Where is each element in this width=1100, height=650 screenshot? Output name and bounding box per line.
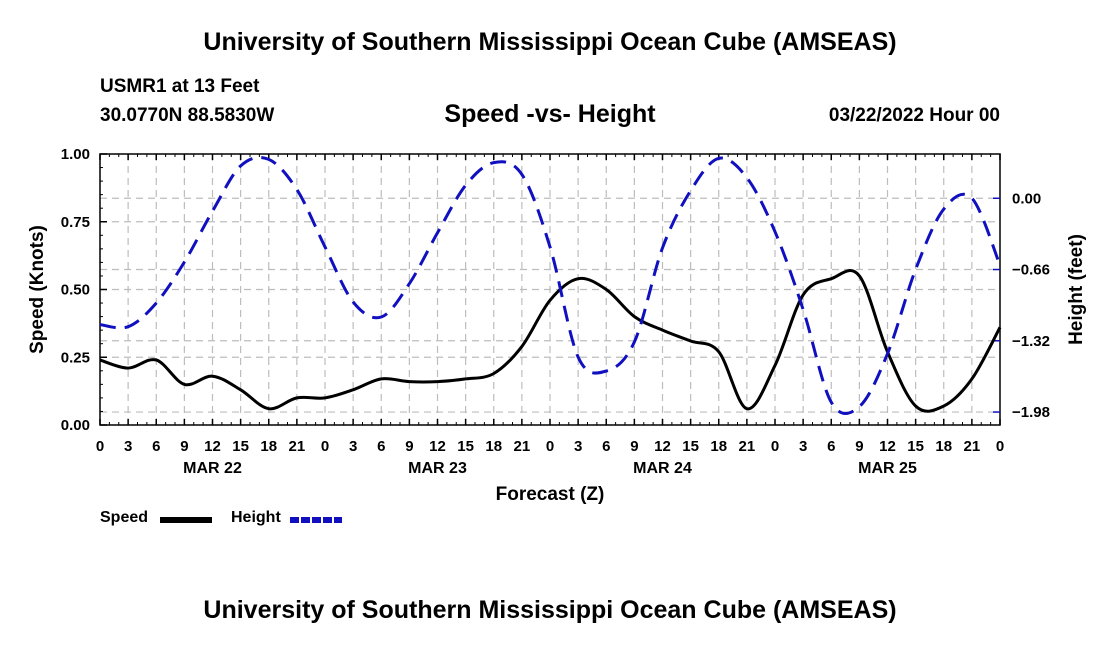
x-tick-label: 3 xyxy=(574,438,582,455)
x-tick-label: 12 xyxy=(429,438,446,455)
x-tick-label: 0 xyxy=(771,438,779,455)
x-tick-label: 12 xyxy=(654,438,671,455)
x-date-label: MAR 22 xyxy=(183,460,242,477)
y-left-tick-label: 0.75 xyxy=(61,214,90,231)
x-tick-label: 18 xyxy=(485,438,502,455)
x-tick-label: 6 xyxy=(602,438,610,455)
x-tick-label: 12 xyxy=(204,438,221,455)
x-tick-label: 9 xyxy=(405,438,413,455)
x-tick-label: 21 xyxy=(964,438,981,455)
x-tick-label: 15 xyxy=(457,438,474,455)
x-tick-label: 0 xyxy=(546,438,554,455)
x-tick-label: 6 xyxy=(827,438,835,455)
y-left-tick-label: 0.25 xyxy=(61,349,90,366)
x-tick-label: 15 xyxy=(232,438,249,455)
x-tick-label: 0 xyxy=(321,438,329,455)
x-tick-label: 18 xyxy=(260,438,277,455)
x-tick-label: 3 xyxy=(349,438,357,455)
y-left-axis-label: Speed (Knots) xyxy=(27,225,48,354)
x-tick-label: 9 xyxy=(630,438,638,455)
footer-title: University of Southern Mississippi Ocean… xyxy=(203,596,897,624)
y-left-tick-label: 0.00 xyxy=(61,417,90,434)
series-line-height xyxy=(99,155,1002,416)
x-tick-label: 6 xyxy=(152,438,160,455)
x-tick-label: 9 xyxy=(180,438,188,455)
x-tick-label: 21 xyxy=(514,438,531,455)
x-tick-label: 21 xyxy=(739,438,756,455)
station-coordinates: 30.0770N 88.5830W xyxy=(100,105,275,126)
x-tick-label: 9 xyxy=(855,438,863,455)
x-tick-label: 3 xyxy=(124,438,132,455)
y-right-tick-label: −0.66 xyxy=(1012,262,1050,279)
x-tick-label: 15 xyxy=(907,438,924,455)
x-tick-label: 12 xyxy=(879,438,896,455)
x-axis-label: Forecast (Z) xyxy=(496,484,605,505)
y-right-tick-label: −1.32 xyxy=(1012,333,1050,350)
forecast-datetime: 03/22/2022 Hour 00 xyxy=(828,105,1000,126)
y-right-tick-label: −1.98 xyxy=(1012,404,1050,421)
x-date-label: MAR 25 xyxy=(858,460,917,477)
y-left-tick-label: 0.50 xyxy=(61,282,90,299)
series-line-speed xyxy=(99,269,1002,413)
x-tick-label: 3 xyxy=(799,438,807,455)
y-left-tick-label: 1.00 xyxy=(61,146,90,163)
x-date-label: MAR 24 xyxy=(633,460,692,477)
chart-title: Speed -vs- Height xyxy=(444,100,656,128)
legend-label-height: Height xyxy=(231,509,281,526)
x-tick-label: 0 xyxy=(996,438,1004,455)
x-tick-label: 18 xyxy=(935,438,952,455)
x-date-label: MAR 23 xyxy=(408,460,467,477)
x-tick-label: 18 xyxy=(710,438,727,455)
x-tick-label: 15 xyxy=(682,438,699,455)
page-title: University of Southern Mississippi Ocean… xyxy=(203,28,897,56)
x-tick-label: 21 xyxy=(289,438,306,455)
y-right-tick-label: 0.00 xyxy=(1012,190,1041,207)
legend-label-speed: Speed xyxy=(100,509,149,526)
x-tick-label: 6 xyxy=(377,438,385,455)
x-tick-label: 0 xyxy=(96,438,104,455)
y-right-axis-label: Height (feet) xyxy=(1066,234,1087,345)
station-label: USMR1 at 13 Feet xyxy=(100,76,260,97)
